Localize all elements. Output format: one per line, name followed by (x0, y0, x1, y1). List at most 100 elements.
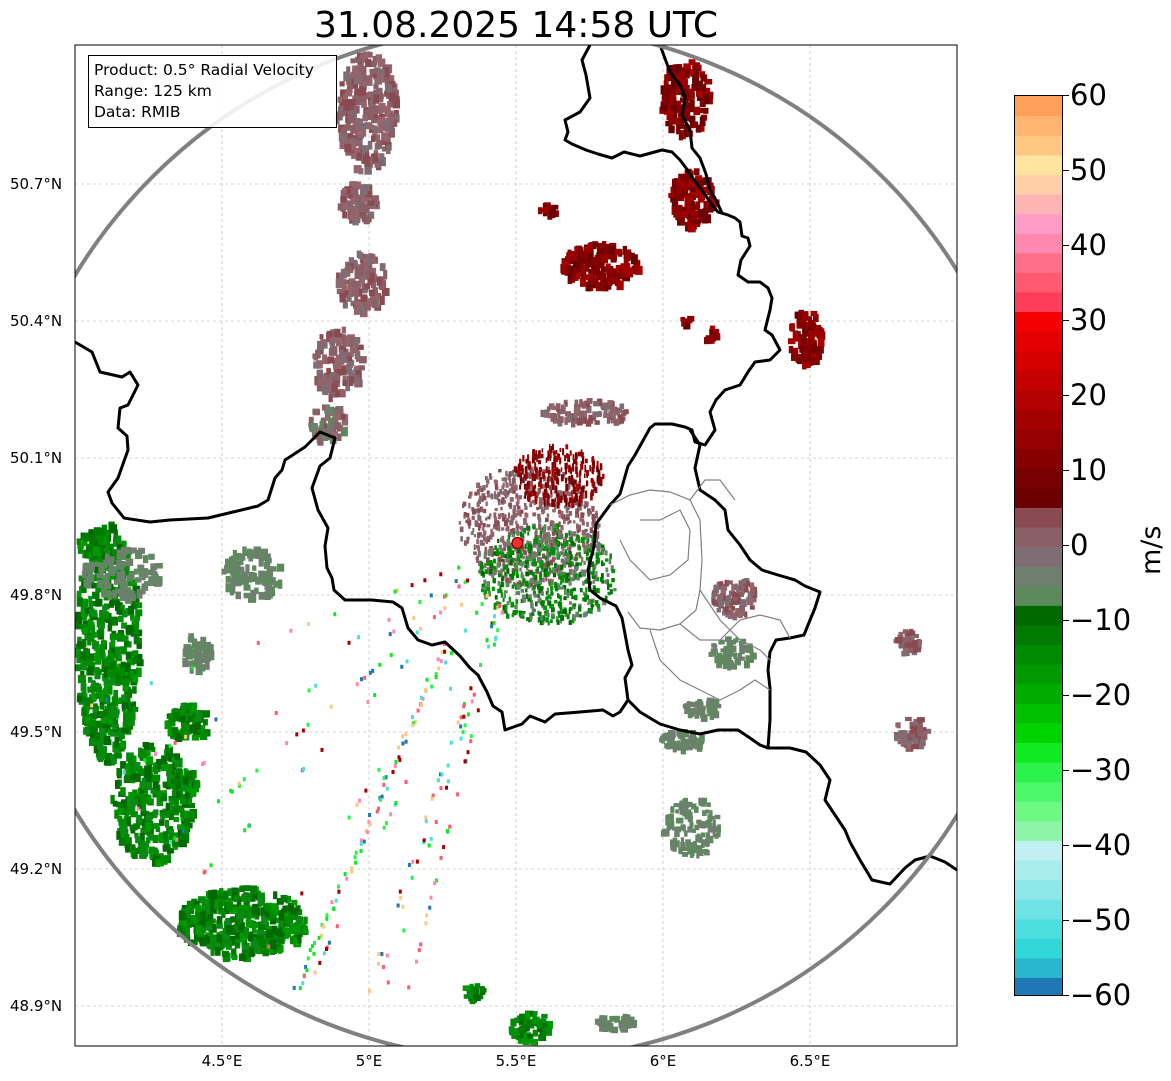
echo-cell (503, 604, 508, 610)
echo-cell (582, 597, 586, 602)
echo-cell (585, 587, 588, 593)
echo-cell (593, 481, 596, 489)
echo-cell (566, 513, 570, 518)
echo-cell (109, 560, 114, 571)
echo-cell (894, 734, 899, 742)
echo-cell (487, 494, 491, 498)
echo-cell (204, 904, 211, 914)
echo-cell (616, 280, 624, 291)
echo-cell (692, 840, 698, 845)
echo-cell (612, 271, 620, 279)
echo-cell (532, 590, 537, 596)
echo-cell (600, 254, 608, 264)
echo-cell (682, 825, 686, 832)
echo-cell (700, 714, 707, 722)
echo-cell (576, 529, 579, 534)
echo-cell (131, 650, 138, 657)
echo-cell (575, 557, 579, 561)
echo-cell (676, 100, 682, 109)
echo-cell (556, 584, 561, 590)
echo-cell (361, 270, 370, 279)
echo-cell (337, 203, 343, 211)
echo-cell (572, 459, 576, 464)
echo-cell (714, 814, 721, 820)
echo-cell (103, 759, 112, 766)
echo-cell (532, 450, 535, 459)
echo-cell (606, 418, 611, 424)
echo-cell (538, 467, 542, 473)
echo-cell (544, 1027, 553, 1036)
echo-cell (721, 587, 727, 595)
echo-cell (686, 843, 691, 852)
echo-cell (555, 485, 558, 494)
echo-cell (501, 517, 506, 522)
echo-cell (166, 848, 175, 854)
echo-cell (513, 508, 517, 513)
echo-cell (597, 242, 603, 252)
echo-cell (568, 568, 573, 574)
echo-cell (505, 470, 508, 477)
echo-cell (521, 562, 524, 568)
echo-cell (495, 567, 498, 573)
echo-cell (290, 936, 296, 945)
echo-cell (123, 775, 132, 784)
echo-cell (517, 1037, 525, 1044)
echo-cell (671, 205, 678, 215)
echo-cell (614, 248, 622, 255)
echo-cell (506, 612, 509, 619)
echo-cell (88, 633, 94, 642)
echo-cell (902, 629, 909, 634)
echo-cell (708, 651, 713, 657)
echo-cell (357, 126, 365, 133)
echo-cell (350, 58, 356, 64)
echo-cell (541, 507, 544, 512)
echo-cell (698, 737, 705, 745)
echo-cell (515, 520, 518, 525)
echo-cell (609, 276, 618, 284)
echo-cell (174, 757, 183, 768)
echo-cell (182, 825, 190, 835)
echo-cell (575, 508, 578, 514)
echo-cell (564, 455, 567, 462)
echo-cell (354, 148, 361, 155)
echo-cell (467, 519, 472, 526)
echo-cell (578, 495, 581, 502)
echo-cell (562, 559, 565, 566)
echo-cell (145, 756, 154, 765)
echo-cell (564, 259, 570, 266)
echo-cell (262, 950, 269, 957)
echo-cell (919, 739, 926, 746)
echo-cell (81, 639, 87, 648)
echo-cell (159, 854, 164, 861)
echo-cell (233, 923, 238, 930)
echo-cell (182, 648, 190, 658)
echo-cell (480, 488, 484, 493)
echo-cell (686, 213, 694, 219)
echo-cell (103, 658, 112, 667)
echo-cell (570, 467, 572, 475)
echo-cell (591, 456, 595, 462)
echo-cell (177, 824, 185, 830)
echo-cell (110, 794, 115, 804)
echo-cell (323, 372, 332, 379)
echo-cell (549, 454, 552, 461)
echo-cell (570, 477, 574, 485)
echo-cell (566, 552, 570, 558)
echo-cell (806, 322, 813, 332)
echo-cell (515, 472, 518, 477)
echo-cell (167, 729, 173, 737)
echo-cell (484, 569, 489, 574)
echo-cell (471, 515, 475, 520)
echo-cell (586, 282, 592, 292)
echo-cell (371, 195, 379, 205)
echo-cell (76, 597, 83, 607)
echo-cell (699, 741, 703, 750)
echo-cell (538, 1018, 545, 1025)
echo-cell (493, 578, 496, 584)
echo-cell (591, 575, 596, 579)
echo-cell (130, 775, 137, 781)
echo-cell (152, 781, 159, 790)
echo-cell (593, 486, 597, 492)
echo-cell (125, 843, 130, 853)
